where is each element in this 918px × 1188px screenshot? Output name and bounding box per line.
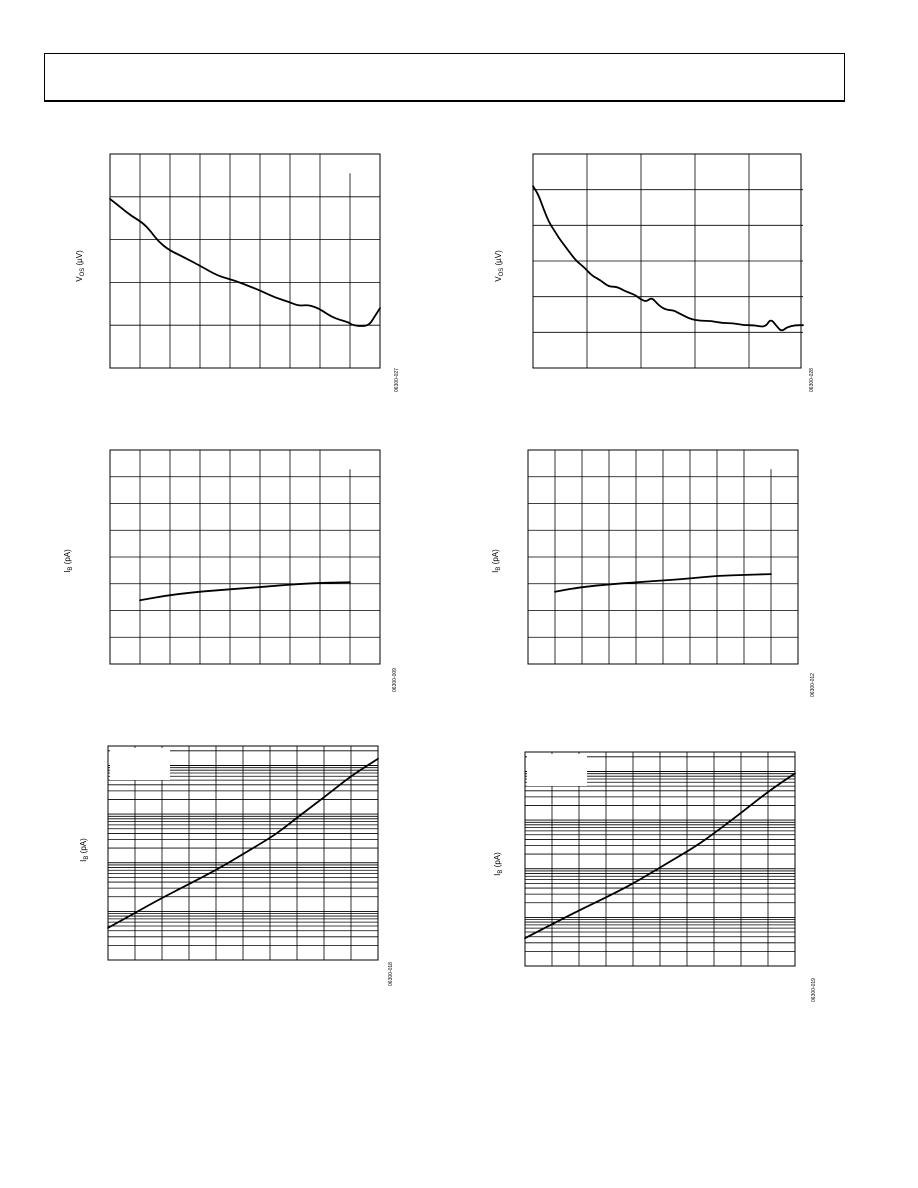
- grid-lines: [110, 450, 380, 664]
- y-label-main: V: [75, 276, 84, 282]
- data-curve: [524, 772, 796, 940]
- chart-ib-left: IB (pA) 06300-009: [63, 449, 398, 692]
- legend-box: [110, 748, 170, 780]
- y-label-unit: (µV): [75, 250, 84, 266]
- y-label-main: I: [493, 874, 502, 876]
- y-axis-label: VOS (µV): [494, 250, 505, 282]
- y-label-sub: OS: [499, 268, 505, 277]
- y-label-unit: (µV): [494, 250, 503, 266]
- y-label-sub: OS: [80, 268, 86, 277]
- y-label-sub: B: [496, 567, 502, 571]
- plot-area: [527, 449, 799, 665]
- chart-ib-log-left: IB (pA) 06300-018: [79, 745, 394, 986]
- data-curve: [109, 198, 381, 327]
- y-axis-label: VOS (µV): [75, 250, 86, 282]
- y-axis-label: IB (pA): [493, 852, 504, 876]
- plot-area: [109, 449, 381, 665]
- data-curve: [107, 757, 379, 929]
- y-label-sub: B: [68, 567, 74, 571]
- y-axis-label: IB (pA): [79, 838, 90, 862]
- figure-code: 06300-027: [394, 368, 400, 392]
- y-axis-label: IB (pA): [491, 549, 502, 573]
- plot-area: [107, 745, 379, 961]
- y-label-unit: (pA): [79, 838, 88, 853]
- chart-vos-left: VOS (µV) 06300-027: [75, 153, 400, 392]
- figure-code: 06300-009: [392, 668, 398, 692]
- data-curve: [532, 185, 804, 332]
- figure-code: 06300-028: [809, 368, 815, 392]
- y-label-main: I: [79, 860, 88, 862]
- plot-frame: [109, 153, 381, 369]
- grid-lines: [528, 450, 798, 664]
- y-label-sub: B: [498, 870, 504, 874]
- y-label-unit: (pA): [491, 549, 500, 564]
- y-label-sub: B: [84, 856, 90, 860]
- plot-area: [109, 153, 381, 369]
- chart-vos-right: VOS (µV) 06300-028: [494, 153, 815, 392]
- figure-code: 06300-019: [811, 978, 817, 1002]
- y-label-unit: (pA): [493, 852, 502, 867]
- y-axis-label: IB (pA): [63, 549, 74, 573]
- y-label-main: I: [63, 571, 72, 573]
- y-label-unit: (pA): [63, 549, 72, 564]
- data-curve: [139, 581, 351, 602]
- legend-box: [527, 754, 587, 786]
- grid-lines: [110, 154, 380, 368]
- page-header-box: [44, 53, 845, 102]
- plot-area: [532, 153, 804, 369]
- y-label-main: I: [491, 571, 500, 573]
- chart-ib-log-right: IB (pA) 06300-019: [493, 751, 817, 1002]
- data-curve: [554, 573, 772, 593]
- plot-area: [524, 751, 796, 967]
- y-label-main: V: [494, 276, 503, 282]
- figure-code: 06300-018: [388, 962, 394, 986]
- grid-lines: [533, 154, 803, 368]
- figure-code: 06300-012: [810, 673, 816, 697]
- chart-ib-right: IB (pA) 06300-012: [491, 449, 816, 697]
